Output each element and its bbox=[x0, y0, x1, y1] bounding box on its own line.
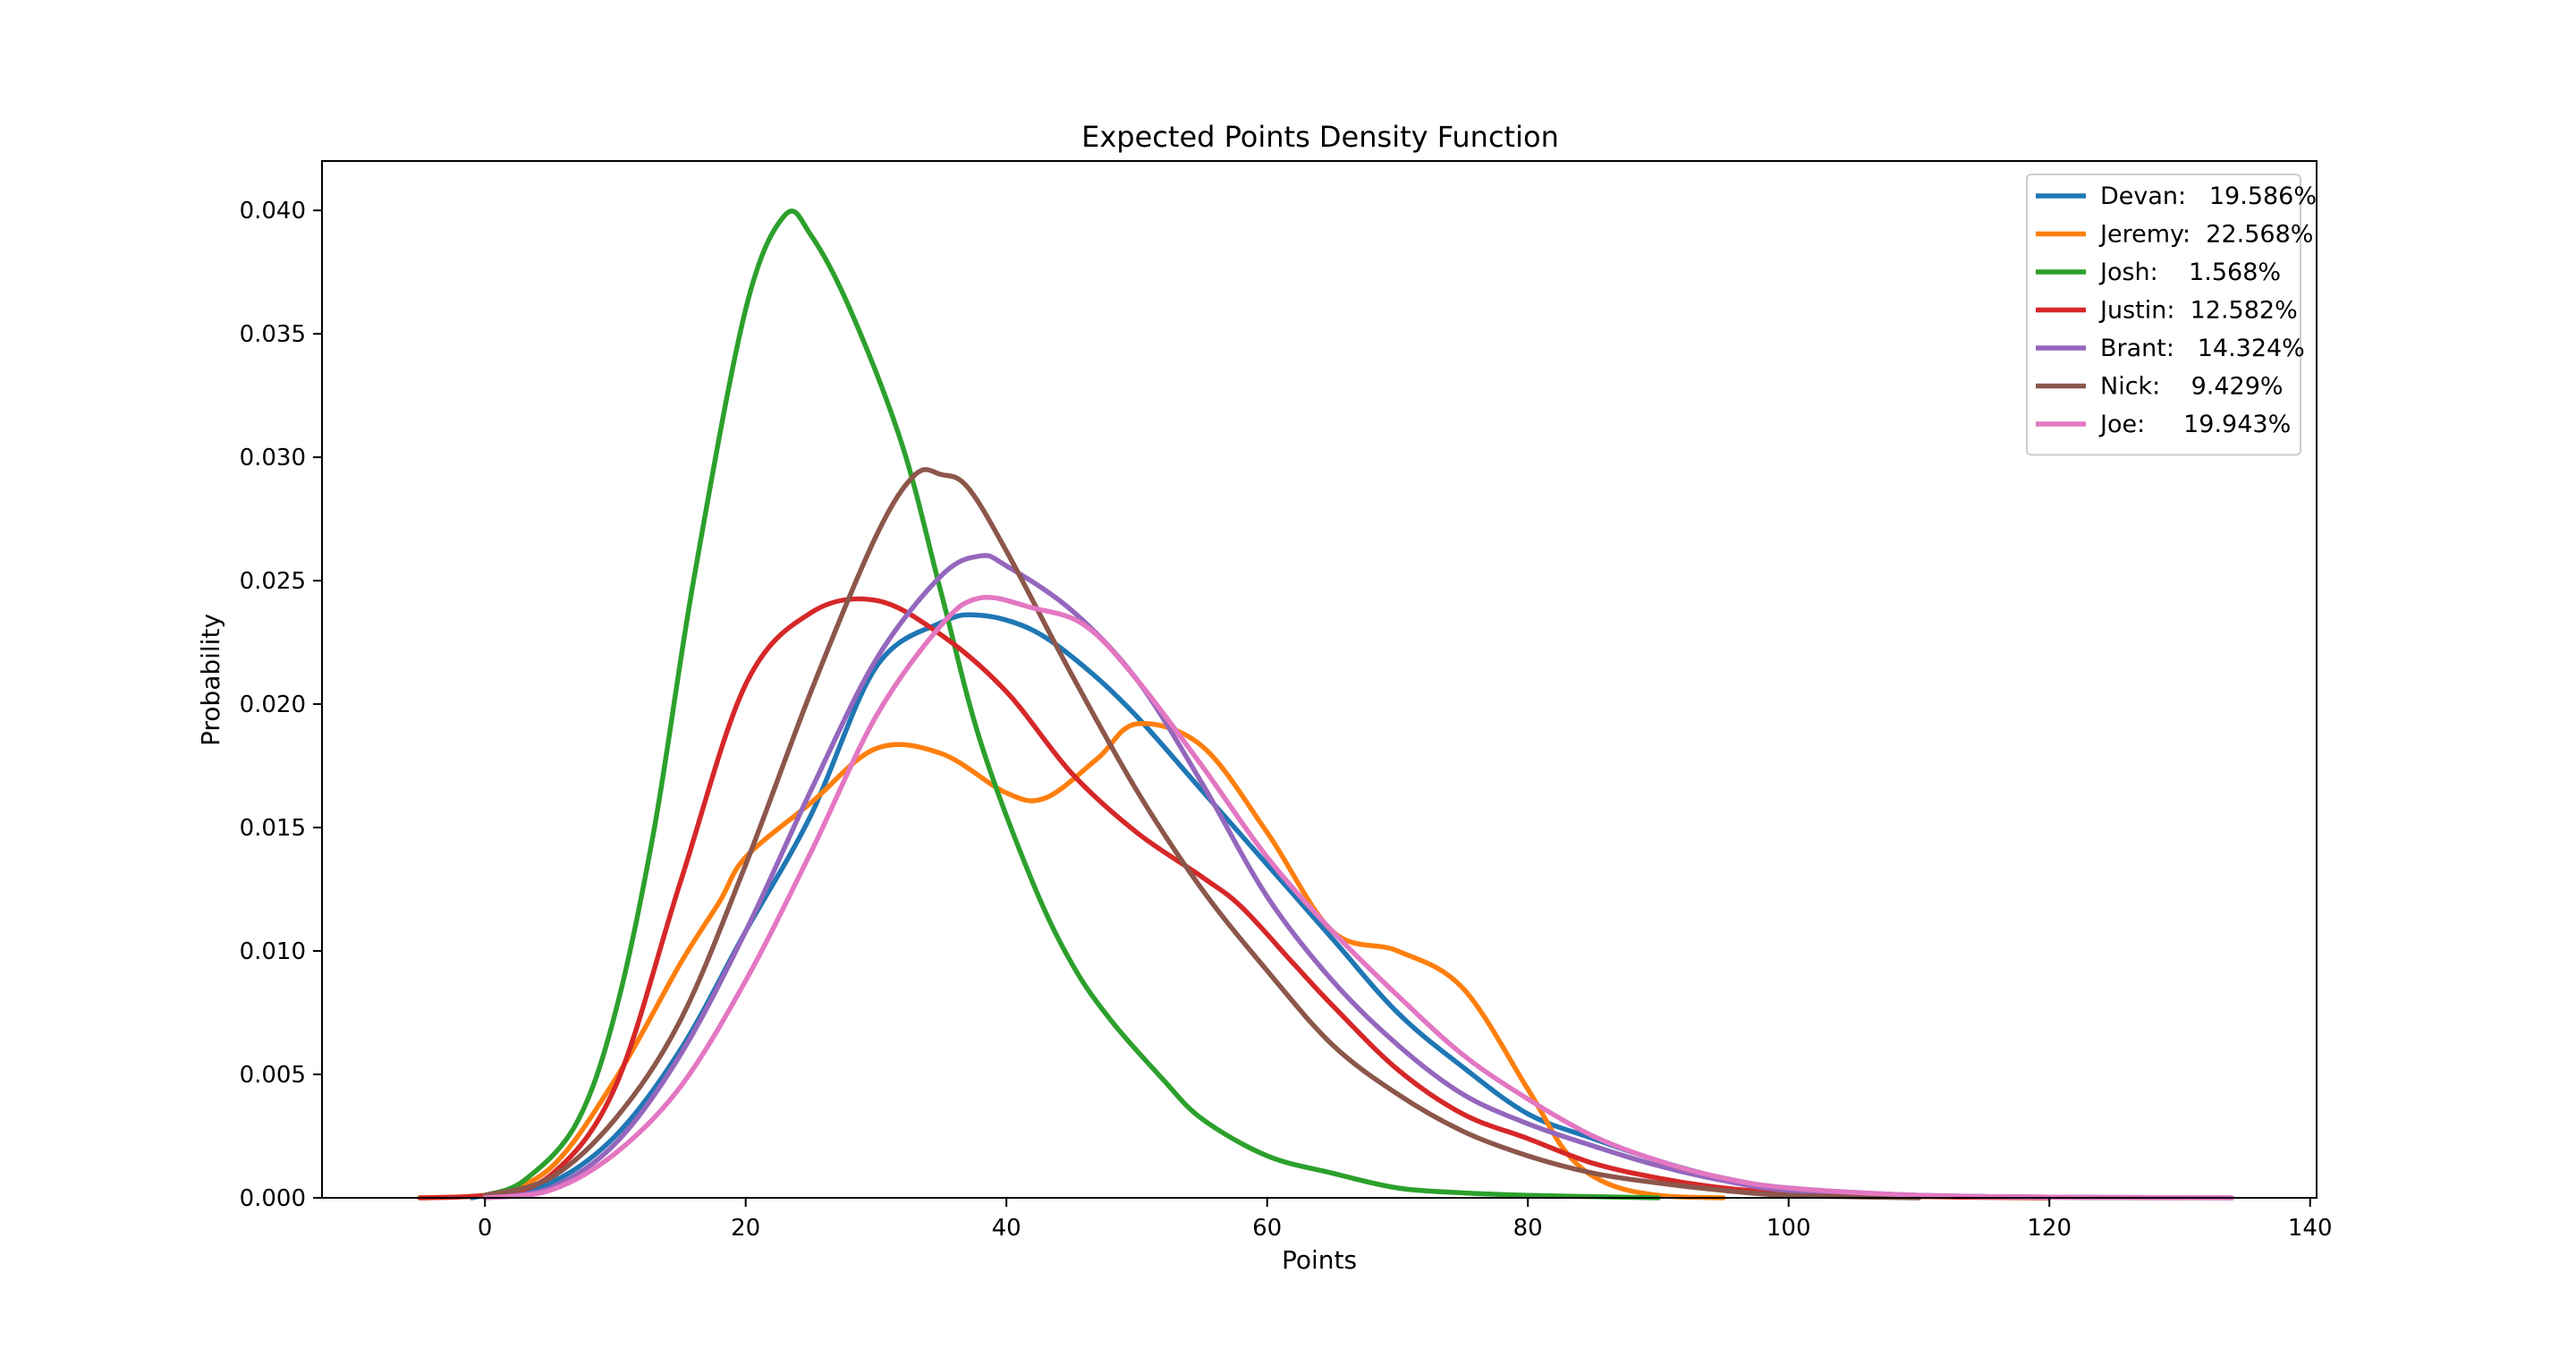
y-tick-label: 0.030 bbox=[240, 445, 306, 471]
legend: Devan: 19.586% Jeremy: 22.568% Josh: 1.568… bbox=[2026, 174, 2317, 456]
y-tick-label: 0.010 bbox=[240, 938, 306, 965]
y-tick-label: 0.040 bbox=[240, 198, 306, 225]
legend-box bbox=[2026, 174, 2301, 456]
legend-entry-label: Jeremy: 22.568% bbox=[2098, 221, 2313, 249]
y-tick-label: 0.035 bbox=[240, 321, 306, 348]
series-line-4 bbox=[417, 596, 2052, 1201]
series-line-7 bbox=[482, 595, 2235, 1201]
plot-area-frame bbox=[321, 160, 2318, 1199]
legend-entry-label: Nick: 9.429% bbox=[2100, 373, 2284, 401]
y-axis-label: Probability bbox=[196, 614, 225, 746]
x-tick-label: 100 bbox=[1767, 1215, 1811, 1242]
series-lines-group bbox=[417, 208, 2235, 1201]
x-axis-label: Points bbox=[1282, 1245, 1357, 1275]
y-tick-label: 0.020 bbox=[240, 691, 306, 718]
legend-entry-label: Devan: 19.586% bbox=[2100, 182, 2317, 210]
y-axis-ticks: 0.000 0.005 0.010 0.015 0.020 0.025 0.030 0.035… bbox=[240, 198, 322, 1212]
y-tick-label: 0.000 bbox=[240, 1185, 306, 1212]
x-tick-label: 140 bbox=[2288, 1215, 2333, 1242]
x-tick-label: 60 bbox=[1252, 1215, 1282, 1242]
chart-title: Expected Points Density Function bbox=[1081, 120, 1559, 154]
y-tick-label: 0.015 bbox=[240, 815, 306, 842]
x-tick-label: 120 bbox=[2027, 1215, 2072, 1242]
x-axis-ticks: 0 20 40 60 80 100 120 140 bbox=[478, 1198, 2333, 1242]
y-tick-label: 0.025 bbox=[240, 568, 306, 595]
series-line-6 bbox=[482, 467, 1922, 1201]
x-tick-label: 40 bbox=[992, 1215, 1021, 1242]
legend-entry-label: Brant: 14.324% bbox=[2100, 335, 2305, 362]
x-tick-label: 20 bbox=[731, 1215, 760, 1242]
series-line-3 bbox=[482, 208, 1661, 1201]
x-tick-label: 0 bbox=[478, 1215, 493, 1242]
x-tick-label: 80 bbox=[1513, 1215, 1543, 1242]
y-tick-label: 0.005 bbox=[240, 1062, 306, 1089]
legend-entry-label: Justin: 12.582% bbox=[2098, 297, 2298, 325]
legend-entry-label: Joe: 19.943% bbox=[2098, 411, 2291, 438]
legend-entry-label: Josh: 1.568% bbox=[2098, 259, 2281, 286]
